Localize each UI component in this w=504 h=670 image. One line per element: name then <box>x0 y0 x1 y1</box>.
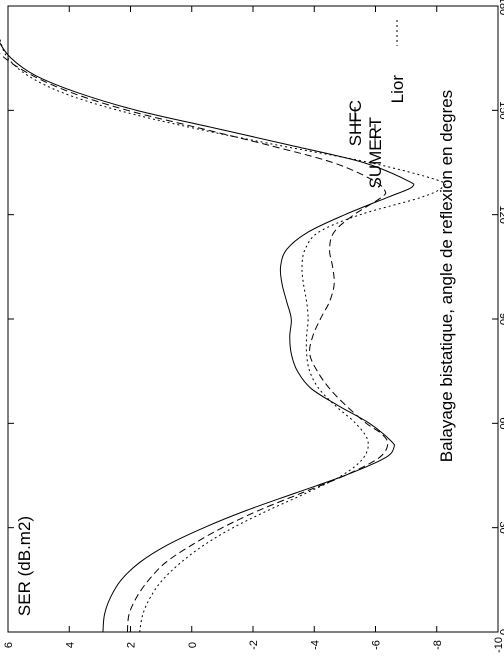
x-tick-label: 180 <box>497 0 504 15</box>
series-line-shfc <box>0 42 415 633</box>
y-tick-label: 6 <box>3 642 15 648</box>
x-tick-label: 120 <box>497 205 504 223</box>
x-tick-label: 0 <box>497 629 504 635</box>
y-tick-label: -8 <box>432 640 444 650</box>
labels-layer: SER (dB.m2) Balayage bistatique, angle d… <box>15 90 456 616</box>
y-tick-label: 2 <box>126 642 138 648</box>
y-tick-label: -4 <box>309 640 321 650</box>
y-tick-label: -6 <box>371 640 383 650</box>
series-line-sumert <box>0 53 389 633</box>
y-tick-label: -10 <box>493 637 504 653</box>
legend-label-sumert: SUMERT <box>366 117 385 188</box>
x-axis-label: Balayage bistatique, angle de reflexion … <box>437 90 456 462</box>
y-axis-label: SER (dB.m2) <box>15 516 34 616</box>
y-tick-label: 4 <box>64 642 76 648</box>
x-tick-label: 60 <box>497 417 504 429</box>
ticks-layer: 6 4 2 0 -2 -4 -6 -8 -10 0 30 60 90 120 150 180 <box>3 0 504 653</box>
y-tick-label: -2 <box>248 640 260 650</box>
series-line-lior <box>0 37 446 633</box>
legend-label-lior: Lior <box>388 75 407 104</box>
x-tick-label: 90 <box>497 313 504 325</box>
y-tick-label: 0 <box>187 642 199 648</box>
x-tick-label: 30 <box>497 522 504 534</box>
x-tick-label: 150 <box>497 101 504 119</box>
series-layer <box>0 37 446 633</box>
